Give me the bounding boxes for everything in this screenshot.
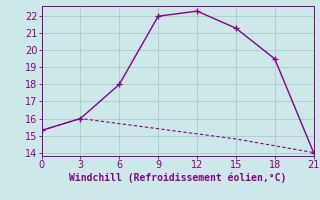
X-axis label: Windchill (Refroidissement éolien,°C): Windchill (Refroidissement éolien,°C) bbox=[69, 173, 286, 183]
